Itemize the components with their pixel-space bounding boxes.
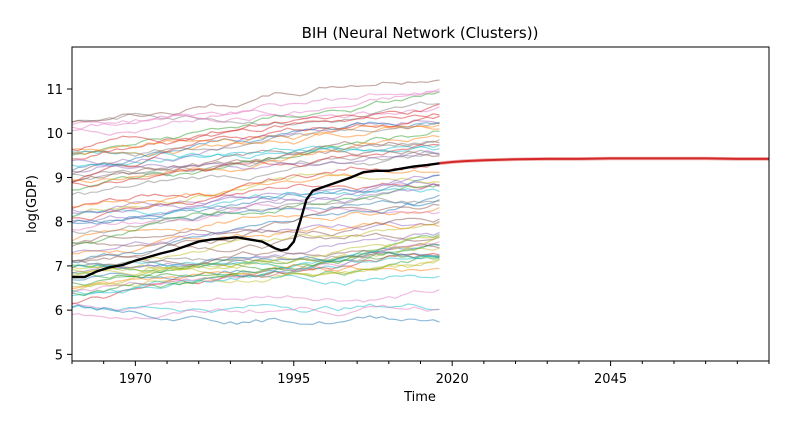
background-series-line — [72, 144, 440, 168]
history-group — [72, 162, 440, 279]
forecast-group — [439, 156, 769, 166]
background-series-line — [72, 79, 440, 123]
background-series-line — [72, 194, 440, 264]
y-tick-label: 10 — [46, 127, 63, 142]
background-series-line — [72, 235, 440, 288]
background-series-line — [72, 242, 440, 266]
background-series-line — [72, 304, 440, 321]
x-tick-label: 2045 — [594, 372, 627, 387]
background-series-group — [72, 79, 440, 326]
history-line — [72, 162, 440, 279]
y-axis-label: log(GDP) — [25, 175, 40, 233]
background-series-line — [72, 221, 440, 255]
y-tick-label: 11 — [46, 83, 63, 98]
background-series-line — [72, 115, 440, 184]
background-series-line — [72, 243, 440, 296]
background-series-line — [72, 134, 440, 184]
background-series-line — [72, 152, 440, 195]
background-series-line — [72, 173, 440, 218]
background-series-line — [72, 139, 440, 177]
background-series-line — [72, 143, 440, 188]
background-series-line — [72, 101, 440, 127]
background-series-line — [72, 220, 440, 254]
y-tick-label: 9 — [55, 171, 63, 186]
y-axis: 5 6 7 8 9 10 11 — [46, 83, 72, 363]
chart-title: BIH (Neural Network (Clusters)) — [302, 24, 539, 42]
background-series-line — [72, 91, 440, 156]
background-series-line — [72, 174, 440, 224]
background-series-line — [72, 125, 440, 158]
x-axis-label: Time — [403, 390, 436, 405]
background-series-line — [72, 88, 440, 126]
x-tick-label: 1995 — [277, 372, 310, 387]
y-tick-label: 6 — [55, 304, 63, 319]
background-series-line — [72, 183, 440, 245]
y-tick-label: 5 — [55, 348, 63, 363]
background-series-line — [72, 247, 440, 272]
x-tick-label: 2020 — [436, 372, 469, 387]
x-tick-label: 1970 — [119, 372, 152, 387]
x-axis: 1970 1995 2020 2045 — [71, 361, 770, 387]
background-series-line — [72, 121, 440, 172]
forecast-line — [439, 157, 769, 165]
y-tick-label: 8 — [55, 216, 63, 231]
background-series-line — [72, 150, 440, 170]
background-series-line — [72, 113, 440, 152]
background-series-line — [72, 122, 440, 157]
background-series-line — [72, 259, 440, 292]
background-series-line — [72, 232, 440, 253]
y-tick-label: 7 — [55, 260, 63, 275]
background-series-line — [72, 183, 440, 214]
background-series-line — [72, 196, 440, 235]
background-series-line — [72, 203, 440, 263]
background-series-line — [72, 304, 440, 326]
background-series-line — [72, 187, 440, 218]
background-series-line — [72, 274, 440, 295]
background-series-line — [72, 90, 440, 132]
